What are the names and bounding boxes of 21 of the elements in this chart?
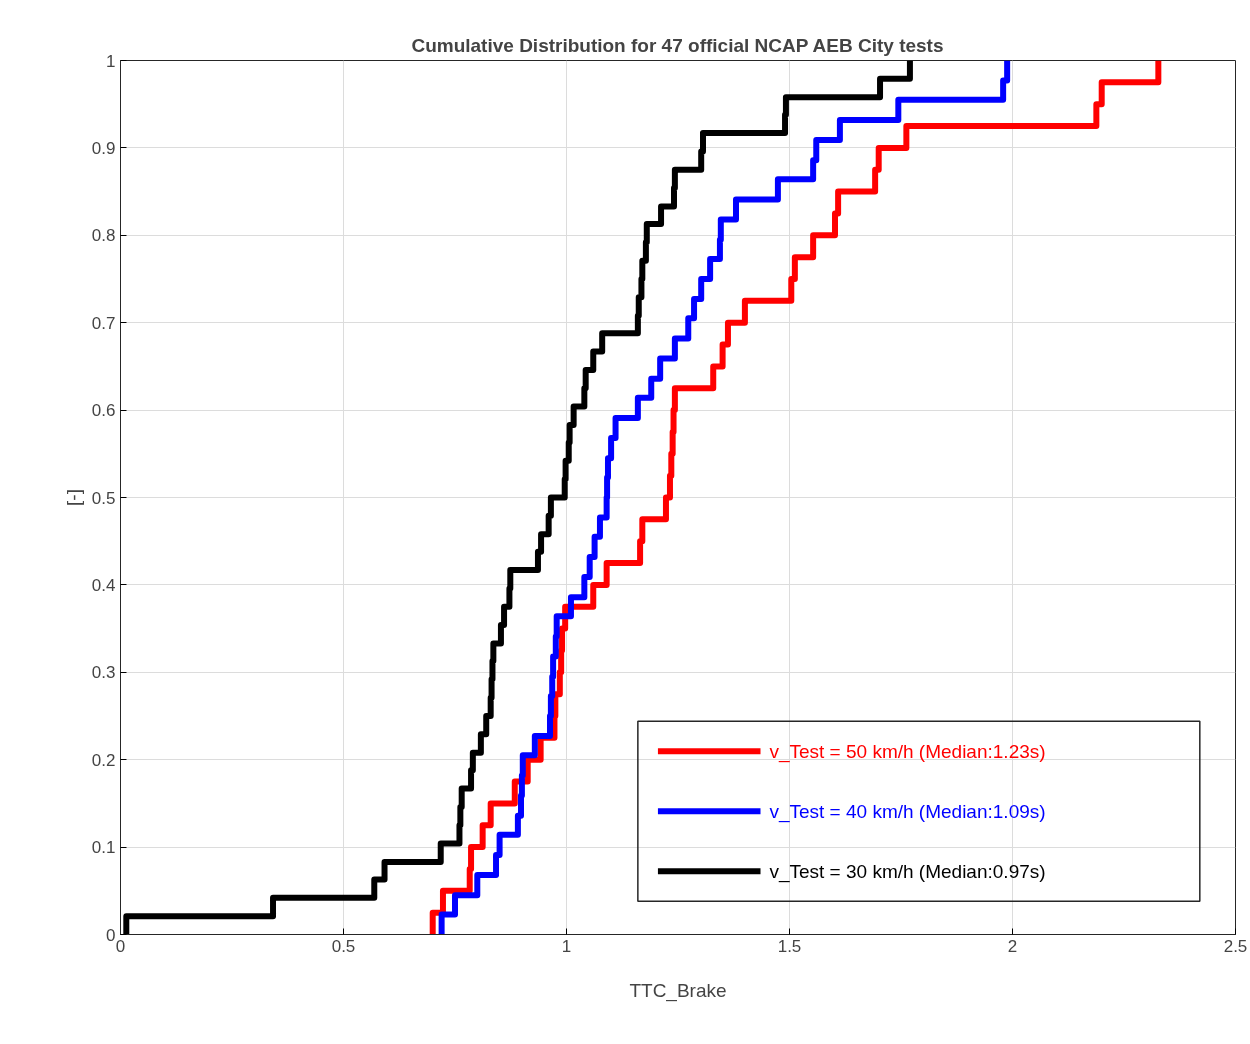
- y-tick-label: 0.1: [91, 838, 116, 858]
- y-tick-label: 0.7: [91, 313, 116, 333]
- y-axis-title: [-]: [62, 489, 84, 506]
- text: v_Test = 30 km/h (Median:0.97s): [769, 860, 1046, 883]
- y-tick-label: 0.8: [91, 226, 116, 246]
- x-tick-label: 1: [561, 936, 572, 956]
- x-tick-label: 1.5: [777, 936, 802, 956]
- y-tick-label: 0.2: [91, 750, 116, 770]
- x-tick-label: 0.5: [331, 936, 356, 956]
- y-tick-label: 0.6: [91, 401, 116, 421]
- text: v_Test = 40 km/h (Median:1.09s): [769, 800, 1046, 823]
- chart-title: Cumulative Distribution for 47 official NCAP AEB City tests: [411, 34, 944, 56]
- y-tick-label: 0.5: [91, 488, 116, 508]
- text: v_Test = 50 km/h (Median:1.23s): [769, 740, 1046, 763]
- x-tick-label: 2: [1007, 936, 1018, 956]
- y-tick-label: 1: [106, 51, 116, 71]
- y-tick-label: 0.9: [91, 138, 116, 158]
- x-axis-title: TTC_Brake: [629, 979, 727, 1002]
- y-tick-label: 0.4: [91, 575, 116, 595]
- y-tick-label: 0.3: [91, 663, 116, 683]
- x-tick-label: 2.5: [1223, 936, 1248, 956]
